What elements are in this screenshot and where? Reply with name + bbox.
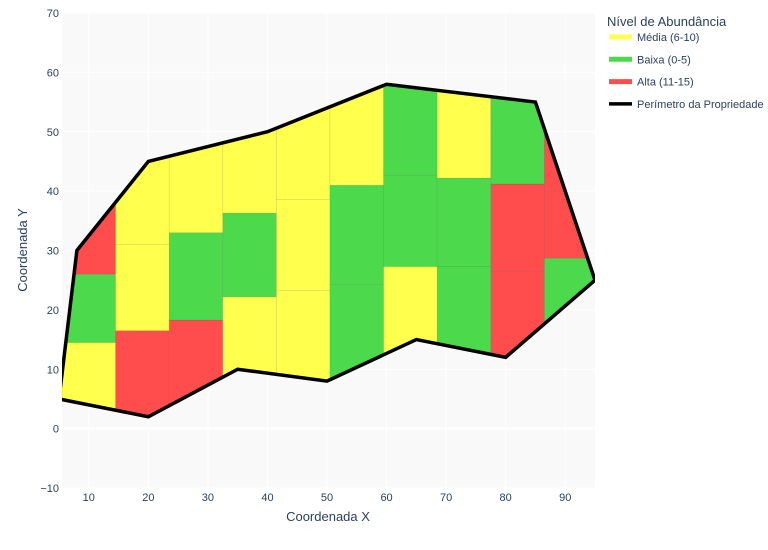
y-tick-label: 20 xyxy=(47,305,59,317)
x-tick-label: 20 xyxy=(142,492,154,504)
heatmap-cell-media xyxy=(276,199,331,291)
x-tick-label: 50 xyxy=(321,492,333,504)
y-tick-label: 60 xyxy=(47,67,59,79)
x-axis-title: Coordenada X xyxy=(286,509,370,524)
x-tick-label: 30 xyxy=(202,492,214,504)
x-tick-label: 80 xyxy=(500,492,512,504)
x-tick-label: 40 xyxy=(261,492,273,504)
heatmap-cell-baixa xyxy=(222,212,277,298)
heatmap-cell-alta xyxy=(490,183,545,272)
x-tick-labels: 10 20 30 40 50 60 70 80 90 xyxy=(83,492,572,504)
heatmap-cell-media xyxy=(436,84,492,179)
y-tick-labels: −10 0 10 20 30 40 50 60 70 xyxy=(40,8,59,495)
heatmap-cell-baixa xyxy=(383,175,438,267)
legend-label: Baixa (0-5) xyxy=(637,54,691,66)
y-tick-label: 10 xyxy=(47,364,59,376)
y-axis-title: Coordenada Y xyxy=(15,208,30,292)
x-tick-label: 90 xyxy=(559,492,571,504)
heatmap-cell-alta xyxy=(115,330,170,417)
legend-title: Nível de Abundância xyxy=(607,14,727,29)
y-tick-label: 40 xyxy=(47,186,59,198)
legend: Nível de Abundância Média (6-10) Baixa (0… xyxy=(607,14,764,111)
heatmap-cell-baixa xyxy=(383,84,438,176)
x-tick-label: 10 xyxy=(83,492,95,504)
y-tick-label: 30 xyxy=(47,246,59,258)
y-tick-label: −10 xyxy=(40,483,59,495)
heatmap-cell-baixa xyxy=(168,232,224,321)
y-tick-label: 0 xyxy=(53,424,59,436)
perimeter-line xyxy=(62,82,595,419)
y-tick-label: 50 xyxy=(47,127,59,139)
legend-label: Média (6-10) xyxy=(637,32,699,44)
y-tick-label: 70 xyxy=(47,8,59,20)
heatmap-cell-baixa xyxy=(436,177,492,267)
legend-label: Perímetro da Propriedade xyxy=(637,99,764,111)
perimeter-layer xyxy=(62,82,595,419)
heatmap-cell-media xyxy=(115,244,170,331)
x-tick-label: 70 xyxy=(440,492,452,504)
legend-label: Alta (11-15) xyxy=(637,77,694,89)
x-tick-label: 60 xyxy=(380,492,392,504)
heatmap-cell-baixa xyxy=(329,184,384,285)
